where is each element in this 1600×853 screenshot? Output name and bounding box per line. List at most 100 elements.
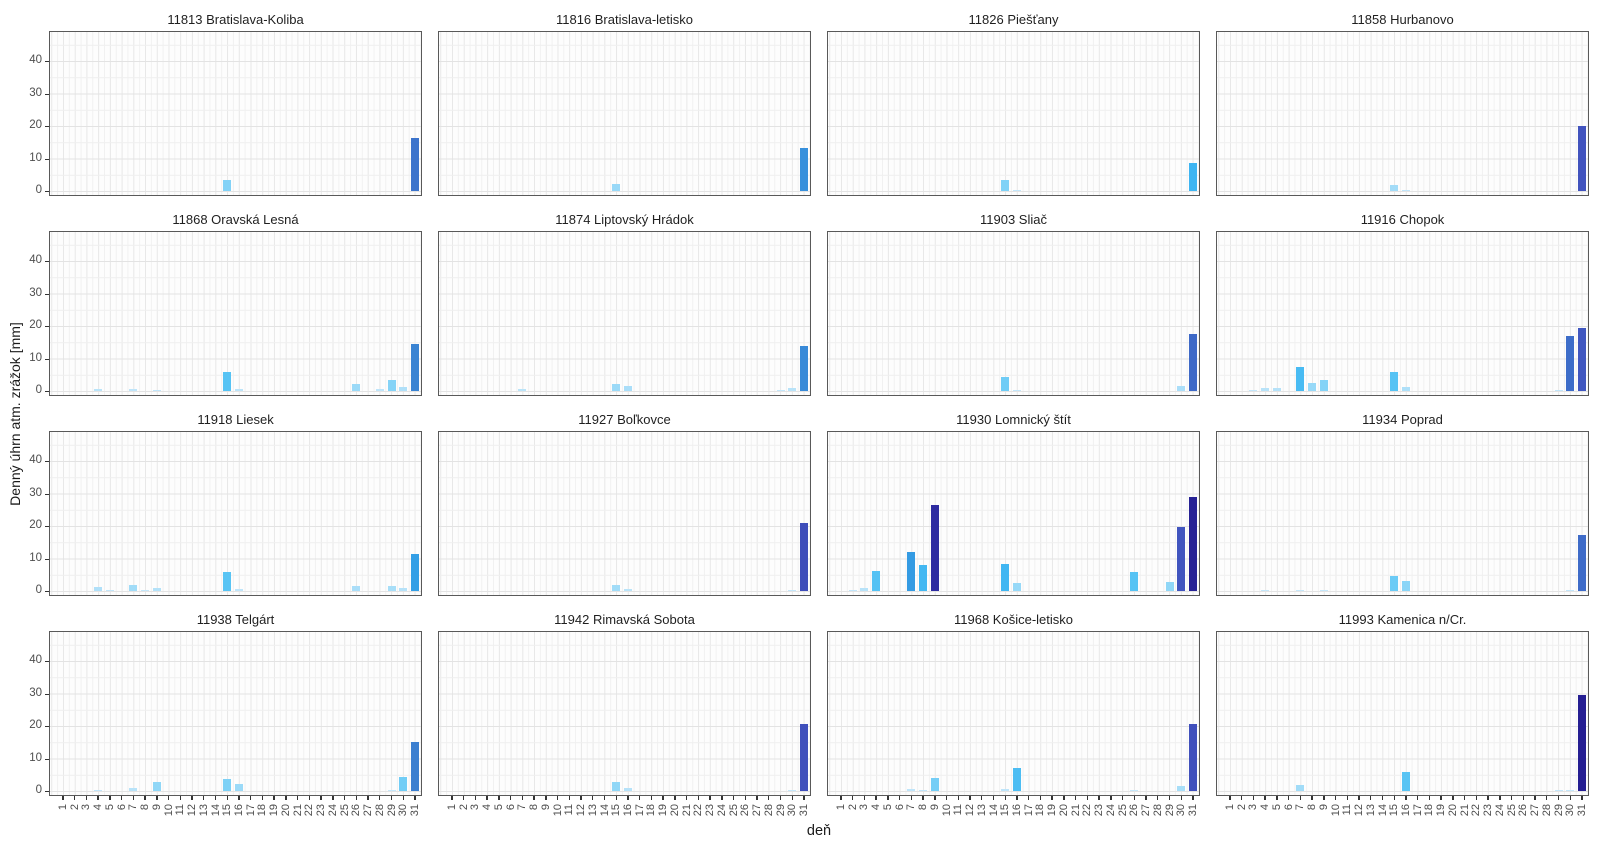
x-tick [1510,796,1513,800]
bar-day-26 [352,586,361,591]
bar-day-29 [1554,790,1563,791]
bar-day-15 [223,371,232,391]
bar-day-9 [930,778,939,791]
x-axis-title: deň [806,823,832,839]
x-tick [1264,796,1266,800]
x-tick [639,796,641,800]
bar-day-16 [1401,386,1410,391]
bar-day-31 [799,148,808,191]
bar-day-26 [1130,790,1139,791]
facet-panel [438,431,811,596]
x-tick [1133,796,1136,800]
facet-title: 11816 Bratislava-letisko [555,12,694,27]
bar-day-26 [1130,571,1139,591]
facet-11816: 11816 Bratislava-letisko [438,10,811,196]
x-tick [1051,796,1053,800]
x-tick [1417,796,1419,800]
bar-day-30 [399,777,408,791]
x-tick [709,796,711,800]
bar-day-2 [848,589,857,591]
bar-day-16 [234,783,243,791]
x-tick [74,796,76,800]
x-tick [568,796,571,800]
bar-day-7 [518,388,527,391]
bar-day-29 [387,380,396,391]
x-tick [109,796,111,800]
y-tick-label: 40 [29,654,42,666]
x-tick [1546,796,1548,800]
bar-day-30 [1177,785,1186,791]
bar-day-28 [375,389,384,391]
bar-day-5 [1272,388,1281,391]
x-tick [934,796,936,800]
bar-day-9 [152,587,161,591]
x-tick [1086,796,1089,800]
x-tick [308,796,311,800]
facet-title: 11938 Telgárt [196,612,275,627]
x-tick [1323,796,1325,800]
x-tick [521,796,524,800]
x-tick [1534,796,1536,800]
x-tick [343,796,346,800]
x-tick [1157,796,1159,800]
y-tick-label: 0 [35,184,42,196]
x-tick [1004,796,1006,800]
x-tick [474,796,477,800]
facet-11813: 11813 Bratislava-Koliba 0 10 20 30 40 [29,10,422,196]
bar-day-30 [788,590,797,591]
y-tick [45,93,49,95]
x-tick [1370,796,1372,800]
x-tick [120,796,123,800]
x-tick [556,796,559,800]
facet-11930: 11930 Lomnický štít [827,410,1200,596]
bar-day-31 [410,343,419,391]
bar-day-8 [919,789,928,791]
x-tick [167,796,170,800]
y-tick [45,158,49,160]
bar-day-4 [872,570,881,591]
y-tick [45,126,49,128]
x-tick [1098,796,1100,800]
bar-day-15 [612,183,621,191]
x-tick [852,796,854,800]
bar-day-29 [1165,582,1174,591]
x-tick [685,796,688,800]
x-tick [957,796,960,800]
x-tick [1452,796,1454,800]
y-tick [45,461,49,463]
x-tick [992,796,995,800]
bar-day-29 [387,585,396,591]
y-tick [45,391,49,393]
bar-day-9 [152,782,161,791]
y-tick-label: 30 [29,286,42,299]
facet-panel: 0 10 20 30 40 [29,31,422,196]
facet-11993: 11993 Kamenica n/Cr. 1 2 3 4 5 6 7 8 9 10 11 12 13 14 1… [1216,610,1589,816]
bar-day-5 [105,590,114,591]
bar-day-31 [410,553,419,591]
bar-day-16 [1401,189,1410,191]
bar-day-15 [1001,179,1010,191]
x-tick [840,796,842,800]
bar-day-16 [623,588,632,591]
x-tick [603,796,606,800]
bar-day-15 [223,779,232,791]
bar-day-31 [1577,126,1586,191]
y-tick-label: 20 [29,519,42,531]
x-tick [981,796,983,800]
facet-title: 11868 Oravská Lesná [172,212,299,227]
x-tick [332,796,334,800]
x-tick [1276,796,1278,800]
facet-panel [827,431,1200,596]
bar-day-30 [1566,790,1575,791]
bar-day-7 [129,788,138,791]
x-tick [592,796,594,800]
y-tick-label: 20 [29,319,42,331]
bar-day-15 [1001,377,1010,391]
x-tick [1405,796,1407,800]
facet-panel: 1 2 3 4 5 6 7 8 9 10 11 12 13 14 15 16 17 18 19 20 21 22 23 24 2… [827,631,1200,816]
y-tick [45,326,49,328]
bar-day-7 [907,552,916,591]
facet-11927: 11927 Boľkovce [438,410,811,596]
facet-11916: 11916 Chopok [1216,210,1589,396]
x-tick [414,796,416,800]
